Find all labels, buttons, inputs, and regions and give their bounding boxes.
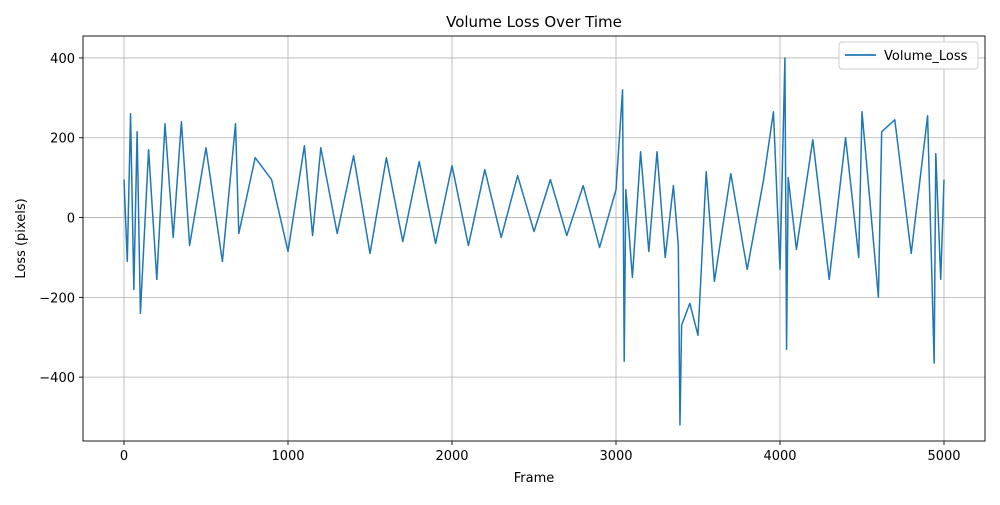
x-axis-label: Frame bbox=[514, 471, 555, 486]
y-tick-label: 0 bbox=[67, 212, 75, 227]
x-tick-label: 5000 bbox=[927, 449, 960, 464]
series-line-volume-loss bbox=[123, 57, 945, 426]
legend-label: Volume_Loss bbox=[884, 49, 968, 64]
x-tick-label: 2000 bbox=[435, 449, 468, 464]
x-tick-label: 4000 bbox=[763, 449, 796, 464]
x-tick-label: 0 bbox=[120, 449, 128, 464]
chart-title: Volume Loss Over Time bbox=[446, 13, 622, 31]
plot-area bbox=[123, 57, 945, 426]
y-axis-label: Loss (pixels) bbox=[14, 198, 29, 278]
y-tick-label: 200 bbox=[50, 132, 75, 147]
y-tick-label: −200 bbox=[39, 291, 75, 306]
plot-frame bbox=[82, 35, 986, 442]
x-tick-label: 3000 bbox=[599, 449, 632, 464]
x-tick-label: 1000 bbox=[271, 449, 304, 464]
axis-layer: 0 1000 2000 3000 4000 5000 −400 −200 0 200 400 bbox=[39, 52, 960, 464]
y-tick-label: 400 bbox=[50, 52, 75, 67]
legend-box bbox=[838, 41, 979, 70]
legend: Volume_Loss bbox=[838, 41, 979, 70]
y-tick-label: −400 bbox=[39, 371, 75, 386]
